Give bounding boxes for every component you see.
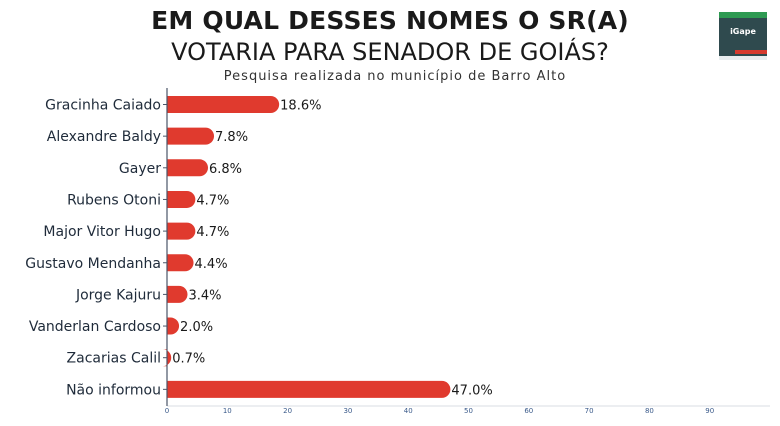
category-label: Gustavo Mendanha: [25, 256, 161, 272]
bar: [167, 190, 196, 208]
category-label: Alexandre Baldy: [47, 129, 161, 145]
logo-red-stripe: [735, 50, 767, 54]
category-label: Não informou: [66, 382, 161, 398]
value-label: 4.7%: [196, 193, 229, 208]
logo-green-stripe: [719, 12, 767, 18]
category-label: Gracinha Caiado: [45, 98, 161, 114]
x-tick-label: 10: [223, 407, 232, 415]
value-label: 0.7%: [172, 352, 205, 367]
bar: [162, 349, 172, 367]
chart-subtitle: Pesquisa realizada no município de Barro…: [223, 69, 567, 84]
x-tick-label: 30: [343, 407, 352, 415]
x-tick-label: 70: [585, 407, 594, 415]
value-label: 4.4%: [195, 257, 228, 272]
value-label: 7.8%: [215, 130, 248, 145]
category-label: Zacarias Calil: [67, 351, 161, 367]
bar: [167, 127, 215, 145]
category-label: Gayer: [119, 161, 161, 177]
x-tick-label: 80: [645, 407, 654, 415]
value-label: 6.8%: [209, 162, 242, 177]
x-tick-label: 20: [283, 407, 292, 415]
bar: [167, 254, 194, 272]
bar: [167, 159, 209, 177]
logo-white-stripe: [719, 56, 767, 60]
bar: [167, 285, 188, 303]
x-tick-label: 90: [705, 407, 714, 415]
value-label: 3.4%: [189, 288, 222, 303]
value-label: 47.0%: [451, 383, 492, 398]
chart-title-line1: EM QUAL DESSES NOMES O SR(A): [151, 6, 629, 35]
logo-text: iGape: [730, 27, 756, 36]
x-tick-label: 60: [524, 407, 533, 415]
category-label: Major Vitor Hugo: [43, 224, 161, 240]
value-label: 18.6%: [280, 99, 321, 114]
bar: [167, 222, 196, 240]
x-tick-label: 0: [165, 407, 169, 415]
category-label: Jorge Kajuru: [75, 287, 161, 303]
bar: [167, 96, 280, 113]
x-tick-label: 40: [404, 407, 413, 415]
category-label: Vanderlan Cardoso: [29, 319, 161, 335]
category-label: Rubens Otoni: [67, 192, 161, 208]
chart-title-line2: VOTARIA PARA SENADOR DE GOIÁS?: [171, 38, 609, 66]
bar: [167, 317, 180, 335]
x-tick-label: 50: [464, 407, 473, 415]
bar: [167, 380, 451, 398]
igape-logo: iGape: [719, 12, 767, 60]
value-label: 2.0%: [180, 320, 213, 335]
value-label: 4.7%: [196, 225, 229, 240]
